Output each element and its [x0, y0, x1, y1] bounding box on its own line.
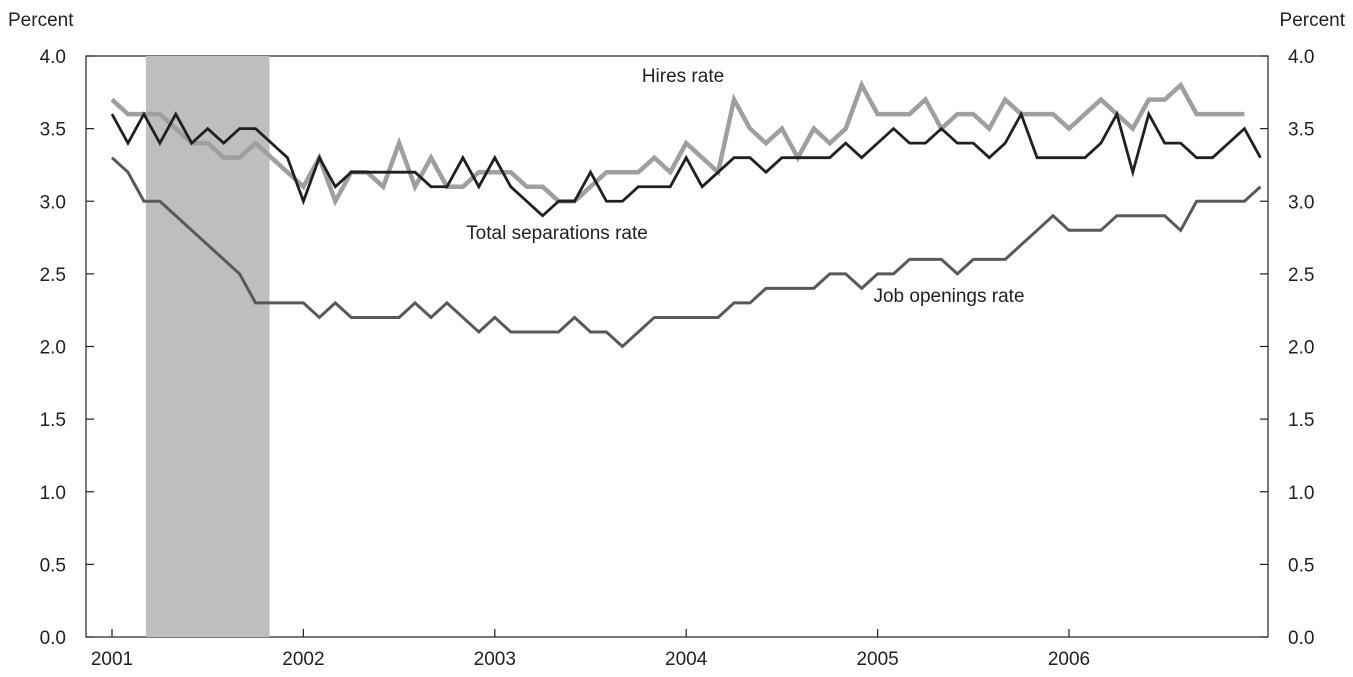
x-tick-label: 2006: [1048, 649, 1090, 670]
y-tick-label-left: 3.0: [40, 192, 66, 213]
y-tick-label-left: 2.0: [40, 338, 66, 359]
series-line-hires: [110, 79, 1245, 207]
tick-layer: 0.0 0.0 0.5 0.5 1.0 1.0 1.5 1.5 2.0 2.0 2.5 2.5 3.0 3…: [40, 47, 1315, 670]
series-line-job-openings: [110, 156, 1262, 349]
x-tick-label: 2004: [665, 649, 708, 670]
x-tick-label: 2005: [856, 649, 898, 670]
y-tick-label-right: 0.0: [1288, 628, 1314, 649]
series-layer: [110, 79, 1262, 349]
x-tick-label: 2003: [474, 649, 516, 670]
y-tick-label-right: 4.0: [1288, 47, 1314, 68]
series-line-separations: [110, 110, 1262, 218]
y-tick-label-left: 3.5: [40, 120, 66, 141]
series-label-separations: Total separations rate: [466, 223, 648, 244]
y-tick-label-right: 2.5: [1288, 265, 1314, 286]
y-tick-label-right: 0.5: [1288, 555, 1314, 576]
y-tick-label-right: 2.0: [1288, 338, 1314, 359]
y-tick-label-left: 1.5: [40, 410, 66, 431]
right-axis-label: Percent: [1280, 10, 1346, 31]
x-tick-label: 2001: [91, 649, 133, 670]
left-axis-label: Percent: [8, 10, 74, 31]
y-tick-label-left: 0.5: [40, 555, 66, 576]
y-tick-label-right: 3.0: [1288, 192, 1314, 213]
x-tick-label: 2002: [282, 649, 324, 670]
recession-layer: [145, 56, 270, 637]
series-label-hires: Hires rate: [642, 66, 724, 87]
y-tick-label-left: 0.0: [40, 628, 66, 649]
series-label-job-openings: Job openings rate: [873, 286, 1024, 307]
recession-shading: [145, 56, 270, 637]
y-tick-label-right: 3.5: [1288, 120, 1314, 141]
y-tick-label-right: 1.5: [1288, 410, 1314, 431]
y-tick-label-left: 1.0: [40, 483, 66, 504]
y-tick-label-left: 4.0: [40, 47, 66, 68]
y-tick-label-left: 2.5: [40, 265, 66, 286]
y-tick-label-right: 1.0: [1288, 483, 1314, 504]
